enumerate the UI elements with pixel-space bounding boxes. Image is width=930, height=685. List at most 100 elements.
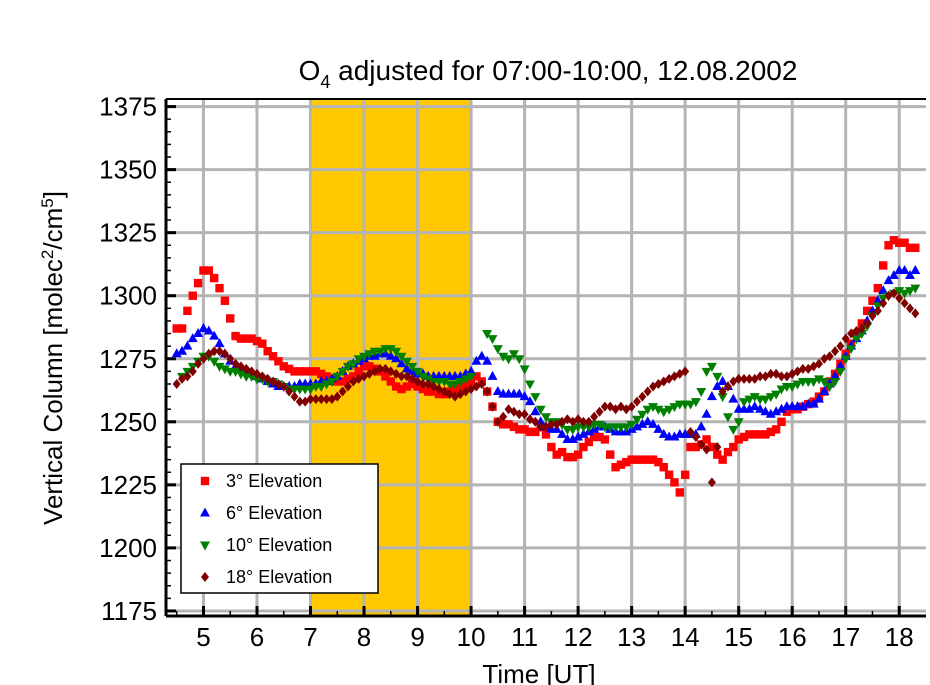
- data-points: [171, 236, 921, 497]
- data-point: [813, 375, 824, 385]
- data-point: [295, 396, 304, 407]
- data-point: [524, 380, 535, 390]
- data-point: [632, 455, 642, 464]
- data-point: [476, 350, 487, 360]
- data-point: [706, 362, 717, 372]
- data-point: [637, 418, 648, 428]
- data-point: [424, 387, 433, 396]
- data-point: [750, 430, 759, 439]
- data-point: [862, 306, 872, 316]
- data-point: [199, 266, 208, 275]
- data-point: [381, 372, 390, 381]
- data-point: [508, 350, 519, 360]
- data-point: [322, 394, 331, 405]
- data-point: [749, 393, 760, 403]
- data-point: [482, 355, 493, 365]
- y-tick-label: 1300: [99, 281, 157, 311]
- data-point: [578, 428, 589, 438]
- data-point: [707, 442, 717, 452]
- data-point: [417, 372, 428, 382]
- data-point: [664, 470, 674, 479]
- data-point: [483, 386, 492, 397]
- data-point: [455, 377, 466, 387]
- data-point: [429, 387, 438, 396]
- data-point: [899, 289, 910, 299]
- data-point: [401, 363, 412, 373]
- data-point: [579, 442, 588, 452]
- data-point: [766, 427, 775, 437]
- data-point: [290, 367, 299, 376]
- data-point: [873, 305, 882, 316]
- legend-item: 18° Elevation: [201, 567, 332, 587]
- x-tick-label: 18: [885, 622, 914, 652]
- data-point: [696, 421, 707, 431]
- data-point: [723, 447, 733, 457]
- x-tick-label: 16: [778, 622, 807, 652]
- data-point: [659, 463, 668, 472]
- data-point: [626, 420, 637, 430]
- data-point: [524, 396, 535, 406]
- data-point: [782, 407, 792, 416]
- data-point: [573, 431, 584, 441]
- legend-item: 6° Elevation: [200, 503, 322, 523]
- data-point: [765, 393, 776, 403]
- data-point: [568, 452, 577, 462]
- data-point: [338, 377, 347, 386]
- y-tick-label: 1350: [99, 155, 157, 185]
- data-point: [541, 413, 551, 423]
- x-tick-label: 14: [671, 622, 700, 652]
- data-point: [756, 371, 765, 382]
- data-point: [348, 360, 359, 370]
- data-point: [187, 333, 198, 343]
- data-point: [343, 374, 353, 384]
- data-point: [819, 377, 830, 387]
- data-point: [638, 455, 647, 464]
- data-point: [835, 360, 846, 370]
- x-tick-label: 7: [303, 622, 317, 652]
- data-point: [653, 423, 664, 433]
- data-point: [220, 296, 230, 305]
- data-point: [226, 314, 235, 323]
- data-point: [697, 439, 706, 450]
- legend-marker: [200, 476, 210, 486]
- data-point: [611, 463, 620, 472]
- data-point: [210, 346, 219, 357]
- data-point: [831, 346, 840, 357]
- data-point: [231, 331, 240, 341]
- data-point: [841, 333, 850, 344]
- data-point: [670, 478, 679, 487]
- data-point: [290, 391, 299, 402]
- data-point: [590, 411, 599, 422]
- legend: 3° Elevation 6° Elevation 10° Elevation 18°…: [180, 463, 379, 594]
- data-point: [386, 377, 395, 386]
- data-point: [760, 395, 771, 405]
- legend-label: 3° Elevation: [226, 471, 322, 491]
- y-tick-label: 1250: [99, 407, 157, 437]
- data-point: [702, 435, 711, 444]
- data-point: [701, 367, 712, 377]
- data-point: [584, 437, 594, 447]
- data-point: [658, 408, 669, 418]
- data-point: [236, 334, 246, 343]
- data-point: [910, 284, 921, 294]
- data-point: [434, 389, 444, 399]
- data-point: [873, 283, 883, 293]
- data-point: [268, 352, 278, 361]
- data-point: [717, 393, 728, 403]
- data-point: [622, 457, 631, 467]
- data-point: [755, 403, 766, 413]
- data-point: [643, 386, 652, 397]
- data-point: [397, 371, 406, 382]
- data-point: [765, 408, 776, 418]
- data-point: [515, 425, 524, 434]
- data-point: [787, 383, 798, 393]
- data-point: [642, 416, 653, 426]
- data-point: [305, 385, 316, 395]
- data-point: [701, 408, 712, 418]
- data-point: [279, 381, 288, 392]
- data-point: [589, 432, 599, 442]
- series-group: [177, 284, 921, 435]
- data-point: [904, 270, 915, 280]
- data-point: [375, 347, 386, 357]
